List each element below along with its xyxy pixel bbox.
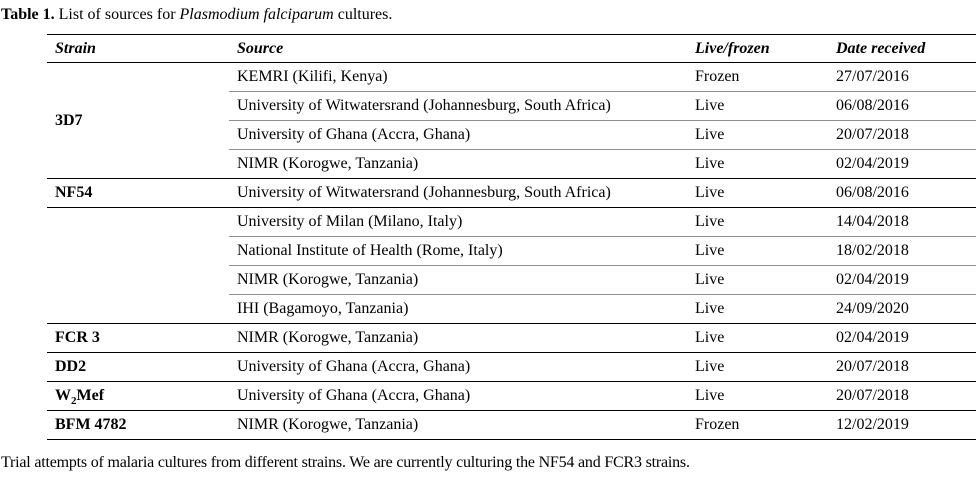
caption-species-name: Plasmodium falciparum	[179, 6, 334, 23]
source-cell: NIMR (Korogwe, Tanzania)	[229, 265, 687, 295]
table-row: National Institute of Health (Rome, Ital…	[47, 236, 976, 266]
source-cell: University of Milan (Milano, Italy)	[229, 207, 687, 237]
table-row: NIMR (Korogwe, Tanzania) Live 02/04/2019	[47, 265, 976, 295]
source-cell: University of Witwatersrand (Johannesbur…	[229, 178, 687, 208]
status-cell: Frozen	[687, 410, 828, 440]
table-row: DD2 University of Ghana (Accra, Ghana) L…	[47, 352, 976, 382]
caption-text-lead: List of sources for	[58, 6, 176, 23]
strain-cell-empty	[47, 207, 229, 324]
source-cell: University of Ghana (Accra, Ghana)	[229, 381, 687, 411]
sources-table: Strain Source Live/frozen Date received …	[47, 34, 976, 440]
caption-text-trail: cultures.	[337, 6, 393, 23]
status-cell: Live	[687, 323, 828, 353]
strain-symbol-base: W	[55, 387, 71, 404]
header-row: Strain Source Live/frozen Date received	[47, 34, 976, 63]
date-cell: 27/07/2016	[828, 62, 976, 92]
table-row: BFM 4782 NIMR (Korogwe, Tanzania) Frozen…	[47, 410, 976, 440]
date-cell: 02/04/2019	[828, 323, 976, 353]
table-row: University of Witwatersrand (Johannesbur…	[47, 91, 976, 121]
table-row: FCR 3 NIMR (Korogwe, Tanzania) Live 02/0…	[47, 323, 976, 353]
strain-cell: 3D7	[47, 62, 229, 179]
source-cell: University of Ghana (Accra, Ghana)	[229, 352, 687, 382]
status-cell: Live	[687, 381, 828, 411]
col-header-live-frozen: Live/frozen	[687, 34, 828, 63]
status-cell: Live	[687, 91, 828, 121]
status-cell: Live	[687, 120, 828, 150]
date-cell: 02/04/2019	[828, 149, 976, 179]
table-row: NIMR (Korogwe, Tanzania) Live 02/04/2019	[47, 149, 976, 179]
table-row: NF54 University of Witwatersrand (Johann…	[47, 178, 976, 208]
table-row: University of Milan (Milano, Italy) Live…	[47, 207, 976, 324]
date-cell: 20/07/2018	[828, 120, 976, 150]
status-cell: Live	[687, 149, 828, 179]
status-cell: Frozen	[687, 62, 828, 92]
table-row: W2Mef University of Ghana (Accra, Ghana)…	[47, 381, 976, 411]
date-cell: 20/07/2018	[828, 352, 976, 382]
date-cell: 02/04/2019	[828, 265, 976, 295]
caption-table-number: Table 1.	[1, 6, 55, 23]
source-cell: NIMR (Korogwe, Tanzania)	[229, 149, 687, 179]
strain-cell: DD2	[47, 352, 229, 382]
strain-symbol-suffix: Mef	[76, 387, 105, 404]
source-cell: NIMR (Korogwe, Tanzania)	[229, 410, 687, 440]
strain-symbol-subscript: 2	[71, 395, 77, 408]
source-cell: National Institute of Health (Rome, Ital…	[229, 236, 687, 266]
source-cell: KEMRI (Kilifi, Kenya)	[229, 62, 687, 92]
col-header-strain: Strain	[47, 34, 229, 63]
status-cell: Live	[687, 352, 828, 382]
table-body: 3D7 KEMRI (Kilifi, Kenya) Frozen 27/07/2…	[47, 62, 976, 440]
table-row: 3D7 KEMRI (Kilifi, Kenya) Frozen 27/07/2…	[47, 62, 976, 179]
table-caption: Table 1. List of sources for Plasmodium …	[1, 6, 392, 24]
date-cell: 12/02/2019	[828, 410, 976, 440]
status-cell: Live	[687, 207, 828, 237]
date-cell: 24/09/2020	[828, 294, 976, 324]
date-cell: 20/07/2018	[828, 381, 976, 411]
source-cell: NIMR (Korogwe, Tanzania)	[229, 323, 687, 353]
strain-cell: BFM 4782	[47, 410, 229, 440]
source-cell: University of Ghana (Accra, Ghana)	[229, 120, 687, 150]
table-row: University of Ghana (Accra, Ghana) Live …	[47, 120, 976, 150]
col-header-date-received: Date received	[828, 34, 976, 63]
date-cell: 14/04/2018	[828, 207, 976, 237]
source-cell: University of Witwatersrand (Johannesbur…	[229, 91, 687, 121]
date-cell: 18/02/2018	[828, 236, 976, 266]
table-footnote: Trial attempts of malaria cultures from …	[1, 454, 690, 471]
strain-cell: NF54	[47, 178, 229, 208]
source-cell: IHI (Bagamoyo, Tanzania)	[229, 294, 687, 324]
strain-cell: FCR 3	[47, 323, 229, 353]
date-cell: 06/08/2016	[828, 91, 976, 121]
status-cell: Live	[687, 294, 828, 324]
table-row: IHI (Bagamoyo, Tanzania) Live 24/09/2020	[47, 294, 976, 324]
status-cell: Live	[687, 236, 828, 266]
date-cell: 06/08/2016	[828, 178, 976, 208]
status-cell: Live	[687, 265, 828, 295]
strain-cell: W2Mef	[47, 381, 229, 411]
status-cell: Live	[687, 178, 828, 208]
col-header-source: Source	[229, 34, 687, 63]
